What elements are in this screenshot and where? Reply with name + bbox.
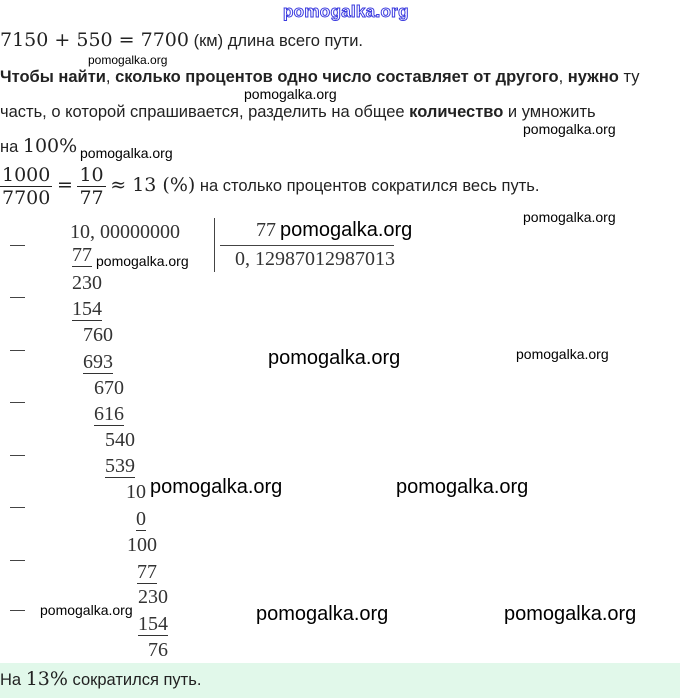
rule-text: , <box>105 68 116 86</box>
numerator: 10 <box>77 164 106 187</box>
watermark: pomogalka.org <box>516 346 609 362</box>
fraction-1000-7700: 1000 7700 <box>0 164 53 209</box>
subtrahend: 77 <box>137 561 157 584</box>
minus-sign <box>10 560 25 562</box>
rule-line-3: на 100% <box>0 137 77 157</box>
fraction-10-77: 10 77 <box>77 164 106 209</box>
remainder: 10 <box>126 481 146 503</box>
denominator: 7700 <box>2 187 51 209</box>
watermark: pomogalka.org <box>256 603 389 625</box>
watermark: pomogalka.org <box>523 121 616 137</box>
sum-equation: 7150 + 550 = 7700 <box>0 29 189 51</box>
watermark: pomogalka.org <box>244 86 337 102</box>
rule-text: , <box>558 68 568 86</box>
percent-calculation: 1000 7700 = 10 77 ≈ 13 (%) на столько проц… <box>0 164 539 209</box>
answer-box: На 13% сократился путь. <box>0 663 680 698</box>
minus-sign <box>10 455 25 457</box>
minus-sign <box>10 350 25 352</box>
minus-sign <box>10 610 25 612</box>
remainder: 670 <box>94 377 124 399</box>
minus-sign <box>10 245 25 247</box>
approx-result: ≈ 13 (%) <box>110 173 196 196</box>
equals-sign: = <box>56 173 73 196</box>
result-caption: на столько процентов сократился весь пут… <box>195 176 540 195</box>
numerator: 1000 <box>0 164 53 187</box>
subtrahend: 77 <box>72 244 92 267</box>
rule-text: и умножить <box>503 103 596 121</box>
remainder: 230 <box>138 586 168 608</box>
watermark: pomogalka.org <box>396 476 529 498</box>
answer-text: На 13% сократился путь. <box>0 670 201 690</box>
rule-bold: Чтобы найти <box>0 68 106 86</box>
watermark: pomogalka.org <box>88 53 168 67</box>
rule-math: 100% <box>22 135 78 157</box>
sum-caption: (км) длина всего пути. <box>188 32 364 50</box>
watermark: pomogalka.org <box>40 602 133 618</box>
denominator: 77 <box>79 187 104 209</box>
subtrahend: 154 <box>138 613 168 636</box>
rule-bold: количество <box>409 103 504 121</box>
subtrahend: 154 <box>72 298 102 321</box>
quotient: 0, 12987012987013 <box>235 248 395 270</box>
rule-bold: нужно <box>567 68 619 86</box>
remainder: 100 <box>127 534 157 556</box>
total-distance-line: 7150 + 550 = 7700 (км) длина всего пути. <box>0 31 363 51</box>
rule-line-2: часть, о которой спрашивается, разделить… <box>0 103 596 122</box>
remainder: 230 <box>72 272 102 294</box>
division-bar-vertical <box>214 218 216 272</box>
minus-sign <box>10 402 25 404</box>
answer-suffix: сократился путь. <box>67 671 202 689</box>
subtrahend: 616 <box>94 403 124 426</box>
subtrahend: 539 <box>105 455 135 478</box>
minus-sign <box>10 297 25 299</box>
subtrahend: 0 <box>136 508 146 531</box>
watermark: pomogalka.org <box>150 476 283 498</box>
watermark-top[interactable]: pomogalka.org <box>283 2 409 22</box>
watermark: pomogalka.org <box>504 603 637 625</box>
rule-text: на <box>0 138 23 156</box>
watermark: pomogalka.org <box>80 145 173 161</box>
divisor: 77 <box>256 219 276 241</box>
answer-prefix: На <box>0 671 26 689</box>
answer-value: 13% <box>25 668 68 690</box>
rule-text: часть, о которой спрашивается, разделить… <box>0 103 410 121</box>
watermark: pomogalka.org <box>280 219 413 241</box>
rule-bold: сколько процентов одно число составляет … <box>115 68 559 86</box>
watermark: pomogalka.org <box>268 347 401 369</box>
minus-sign <box>10 507 25 509</box>
final-remainder: 76 <box>148 639 168 661</box>
division-bar-horizontal <box>220 245 394 247</box>
subtrahend: 693 <box>83 351 113 374</box>
remainder: 540 <box>105 429 135 451</box>
watermark: pomogalka.org <box>523 209 616 225</box>
watermark: pomogalka.org <box>96 253 189 269</box>
rule-line-1: Чтобы найти, сколько процентов одно числ… <box>0 68 639 87</box>
rule-text: ту <box>618 68 640 86</box>
remainder: 760 <box>83 324 113 346</box>
dividend: 10, 00000000 <box>70 221 180 243</box>
